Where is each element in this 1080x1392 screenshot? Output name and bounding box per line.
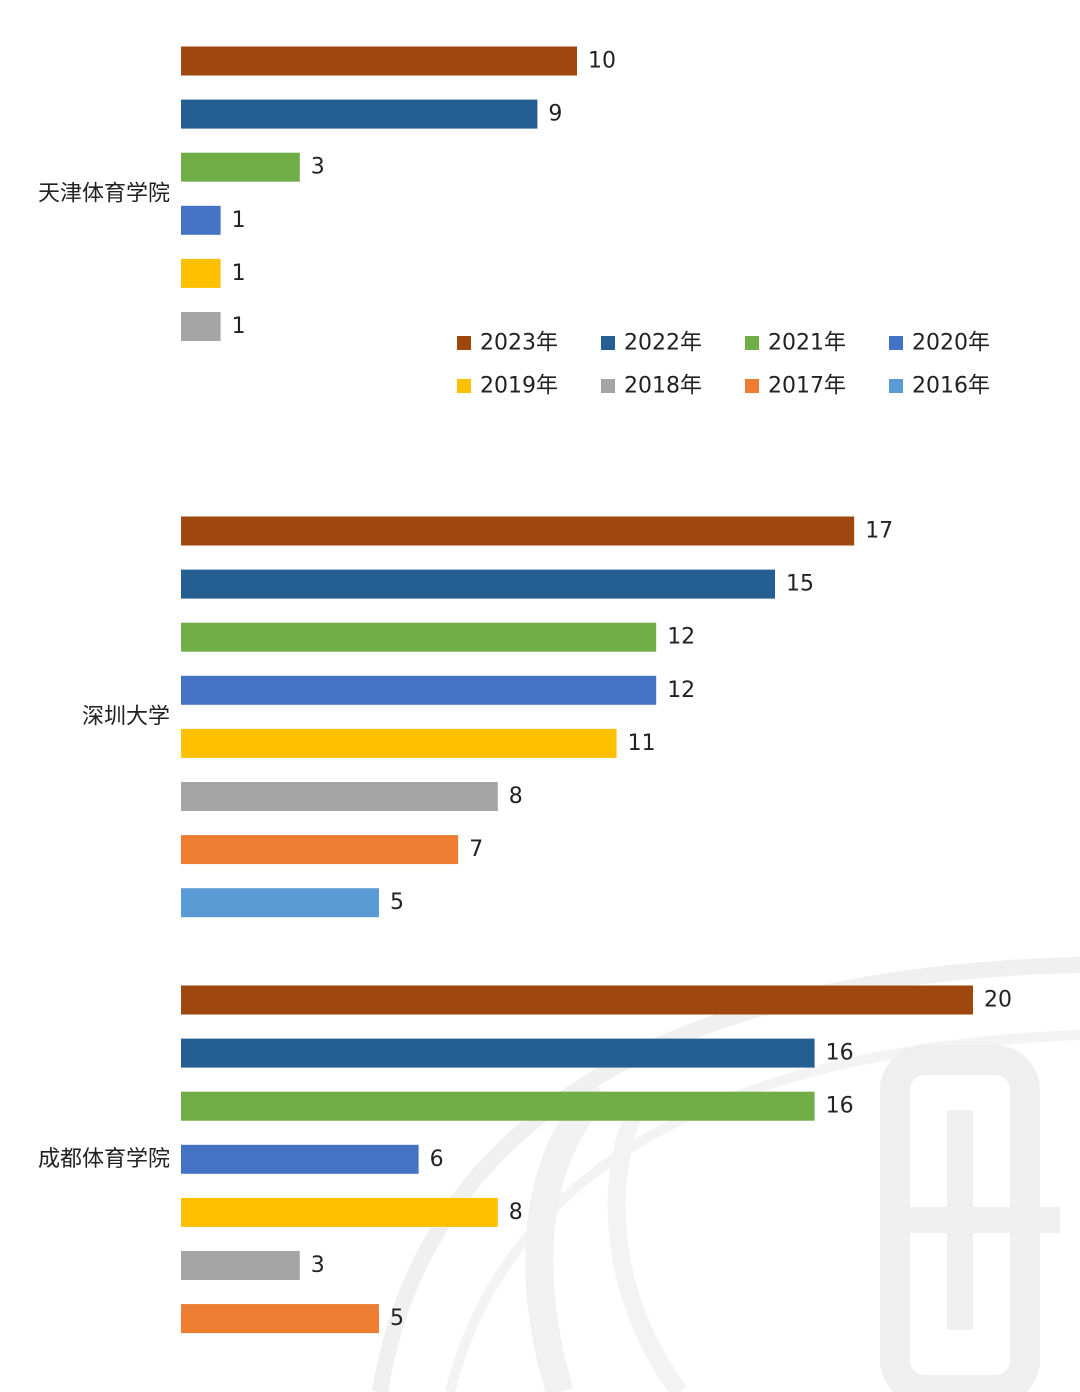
data-label: 8 — [509, 784, 523, 809]
legend-item: 2020年 — [889, 331, 990, 356]
bar — [181, 516, 855, 546]
data-label: 12 — [667, 678, 695, 703]
bar — [181, 888, 379, 918]
legend-label: 2021年 — [768, 331, 846, 356]
data-label: 5 — [390, 1306, 404, 1331]
data-label: 16 — [826, 1041, 854, 1066]
data-label: 3 — [311, 1253, 325, 1278]
bar — [181, 835, 459, 865]
data-label: 7 — [469, 837, 483, 862]
bar — [181, 1091, 815, 1121]
bar — [181, 1144, 419, 1174]
category-label: 天津体育学院 — [38, 181, 170, 206]
bar — [181, 782, 498, 811]
bar — [181, 1304, 379, 1334]
data-label: 17 — [865, 519, 893, 544]
legend-swatch — [457, 336, 471, 350]
data-label: 9 — [548, 102, 562, 127]
data-label: 1 — [232, 261, 246, 286]
bar — [181, 258, 221, 288]
legend-item: 2017年 — [745, 374, 846, 399]
bar — [181, 1197, 498, 1227]
bar — [181, 1251, 300, 1280]
data-label: 1 — [232, 314, 246, 339]
legend-item: 2021年 — [745, 331, 846, 356]
data-label: 1 — [232, 208, 246, 233]
legend-item: 2019年 — [457, 374, 558, 399]
category-label: 成都体育学院 — [38, 1147, 170, 1172]
bar — [181, 152, 300, 182]
legend-swatch — [457, 379, 471, 393]
legend-item: 2023年 — [457, 331, 558, 356]
legend-label: 2018年 — [624, 374, 702, 399]
bar — [181, 1038, 815, 1068]
legend-swatch — [601, 379, 615, 393]
bar — [181, 205, 221, 235]
data-label: 16 — [826, 1094, 854, 1119]
legend-swatch — [745, 379, 759, 393]
data-label: 8 — [509, 1200, 523, 1225]
category-label: 深圳大学 — [82, 704, 170, 729]
bar — [181, 985, 973, 1015]
legend-label: 2019年 — [480, 374, 558, 399]
legend-swatch — [889, 379, 903, 393]
bar — [181, 675, 657, 705]
bar — [181, 622, 657, 652]
legend-item: 2016年 — [889, 374, 990, 399]
bar — [181, 312, 221, 341]
legend-swatch — [601, 336, 615, 350]
data-label: 10 — [588, 49, 616, 74]
legend-label: 2023年 — [480, 331, 558, 356]
bar — [181, 99, 538, 129]
data-label: 15 — [786, 572, 814, 597]
legend-item: 2022年 — [601, 331, 702, 356]
data-label: 20 — [984, 988, 1012, 1013]
data-label: 6 — [430, 1147, 444, 1172]
data-label: 5 — [390, 890, 404, 915]
legend-item: 2018年 — [601, 374, 702, 399]
legend-label: 2017年 — [768, 374, 846, 399]
legend-label: 2016年 — [912, 374, 990, 399]
bar — [181, 46, 577, 76]
legend-swatch — [745, 336, 759, 350]
legend-swatch — [889, 336, 903, 350]
data-label: 11 — [628, 731, 656, 756]
bar — [181, 728, 617, 758]
legend-label: 2020年 — [912, 331, 990, 356]
data-label: 12 — [667, 625, 695, 650]
bar — [181, 569, 775, 599]
data-label: 3 — [311, 155, 325, 180]
legend-label: 2022年 — [624, 331, 702, 356]
